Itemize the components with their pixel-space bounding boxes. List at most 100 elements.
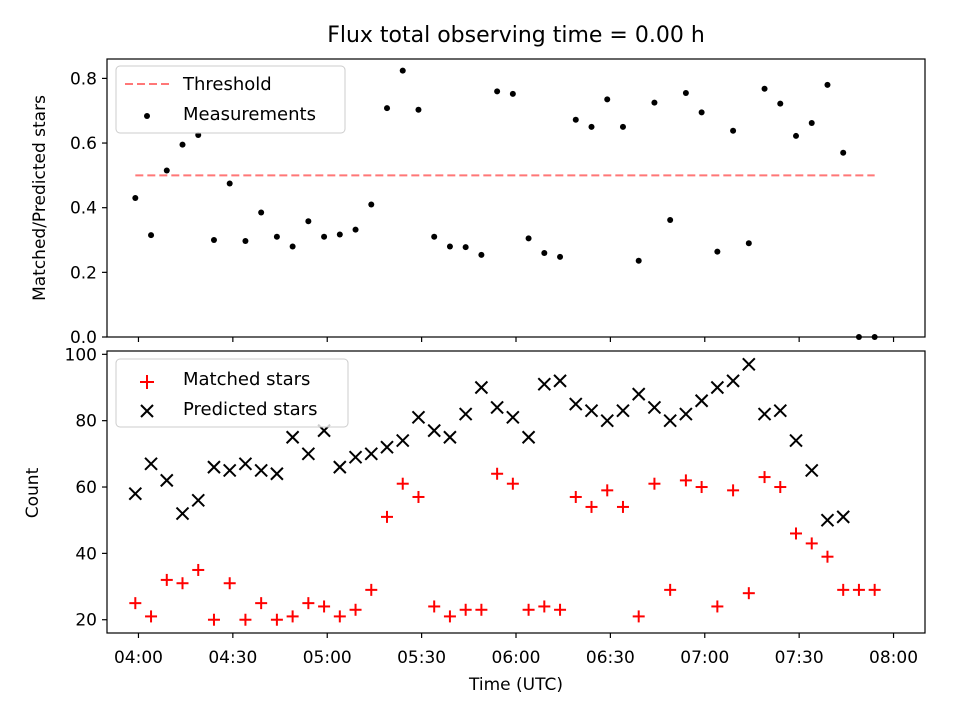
measurement-point [667, 216, 674, 223]
matched-star-marker [207, 613, 220, 626]
matched-star-marker [129, 597, 142, 610]
predicted-star-marker [411, 410, 426, 425]
matched-star-marker [255, 597, 268, 610]
predicted-legend-label: Predicted stars [183, 399, 317, 420]
matched-star-marker [349, 603, 362, 616]
measurement-point [273, 233, 280, 240]
matched-star-marker [538, 600, 551, 613]
predicted-star-marker [616, 404, 630, 418]
predicted-star-marker [427, 423, 441, 438]
matched-star-marker [176, 577, 189, 590]
predicted-star-marker [836, 510, 850, 524]
predicted-star-marker [805, 463, 819, 478]
measurement-point [509, 90, 516, 97]
predicted-star-marker [584, 404, 599, 418]
matched-star-marker [554, 603, 567, 616]
measurement-point [446, 243, 453, 250]
predicted-star-marker [285, 430, 300, 444]
predicted-star-marker [631, 387, 646, 401]
bottom-y-tick-label: 60 [75, 478, 97, 498]
measurement-point [210, 237, 217, 244]
measurement-point [462, 244, 469, 251]
matched-legend-label: Matched stars [183, 369, 310, 390]
x-tick-label: 04:30 [208, 648, 257, 668]
top-x-ticks [137, 337, 895, 342]
measurement-point [415, 106, 422, 113]
x-tick-label: 06:00 [492, 648, 541, 668]
predicted-star-marker [773, 404, 787, 418]
predicted-star-marker [490, 400, 504, 415]
matched-star-marker [852, 583, 865, 596]
top-y-tick-label: 0.6 [70, 134, 97, 154]
measurement-point [321, 233, 328, 240]
predicted-star-marker [569, 397, 583, 411]
bottom-legend: Matched stars Predicted stars [115, 358, 349, 428]
matched-star-marker [632, 610, 645, 623]
predicted-star-marker [458, 407, 473, 421]
predicted-star-marker [789, 433, 803, 448]
threshold-legend-label: Threshold [182, 74, 272, 95]
measurement-point [494, 88, 501, 95]
matched-star-marker [160, 573, 173, 586]
matched-star-marker [365, 583, 378, 596]
matched-star-marker [428, 600, 441, 613]
measurement-point [368, 201, 375, 208]
bottom-y-ticks: 20 40 60 80 100 [65, 345, 107, 631]
matched-star-marker [742, 587, 755, 600]
matched-star-marker [711, 600, 724, 613]
matched-star-marker [506, 477, 519, 490]
matched-star-marker [223, 577, 236, 590]
predicted-star-marker [600, 413, 614, 428]
x-tick-label: 08:00 [869, 648, 918, 668]
measurement-point [808, 120, 815, 127]
measurement-point [604, 96, 611, 103]
measurement-point [384, 105, 391, 112]
matched-star-marker [192, 563, 205, 576]
predicted-star-marker [270, 467, 284, 481]
matched-star-marker [805, 537, 818, 550]
measurement-point [714, 248, 721, 255]
x-tick-label: 07:00 [680, 648, 729, 668]
top-panel: 0.00.20.40.60.8 Matched/Predicted stars … [30, 58, 926, 348]
measurements-legend-label: Measurements [183, 104, 316, 125]
measurement-point [258, 209, 265, 216]
predicted-star-marker [175, 506, 190, 521]
bottom-x-ticks: 04:00 04:30 05:00 05:30 06:00 06:30 07:00 07:30… [114, 633, 918, 668]
top-y-ticks: 0.0 0.2 0.4 0.6 0.8 [70, 69, 107, 348]
measurement-point [761, 85, 768, 92]
matched-star-marker [286, 610, 299, 623]
matched-star-marker [333, 610, 346, 623]
measurement-point [793, 132, 800, 139]
predicted-star-marker [647, 400, 662, 415]
matched-star-marker [664, 583, 677, 596]
top-plot-frame [106, 58, 926, 338]
matched-star-marker [727, 484, 740, 497]
predicted-star-marker [128, 486, 143, 501]
matched-star-marker [569, 490, 582, 503]
predicted-star-marker [726, 374, 740, 388]
matched-star-marker [475, 603, 488, 616]
measurement-point [289, 243, 296, 250]
matched-star-marker [522, 603, 535, 616]
measurement-point [572, 116, 579, 123]
top-legend: Threshold Measurements [115, 65, 346, 134]
predicted-star-marker [301, 447, 316, 461]
bottom-plot-frame [106, 350, 926, 634]
predicted-legend-swatch [140, 404, 154, 418]
top-y-axis-label: Matched/Predicted stars [30, 95, 50, 301]
predicted-star-marker [694, 394, 709, 408]
predicted-star-marker [160, 473, 174, 488]
matched-star-marker [459, 603, 472, 616]
predicted-star-marker [222, 463, 237, 478]
x-tick-label: 05:30 [397, 648, 446, 668]
matched-star-marker [585, 500, 598, 513]
matched-star-marker [302, 597, 315, 610]
matched-star-marker [145, 610, 158, 623]
matched-star-marker [790, 527, 803, 540]
measurements-legend-swatch [144, 113, 150, 119]
bottom-y-axis-label: Count [23, 467, 43, 518]
predicted-star-marker [144, 457, 158, 471]
measurement-point [352, 226, 359, 233]
predicted-star-marker [474, 380, 489, 395]
predicted-star-marker [663, 413, 677, 428]
